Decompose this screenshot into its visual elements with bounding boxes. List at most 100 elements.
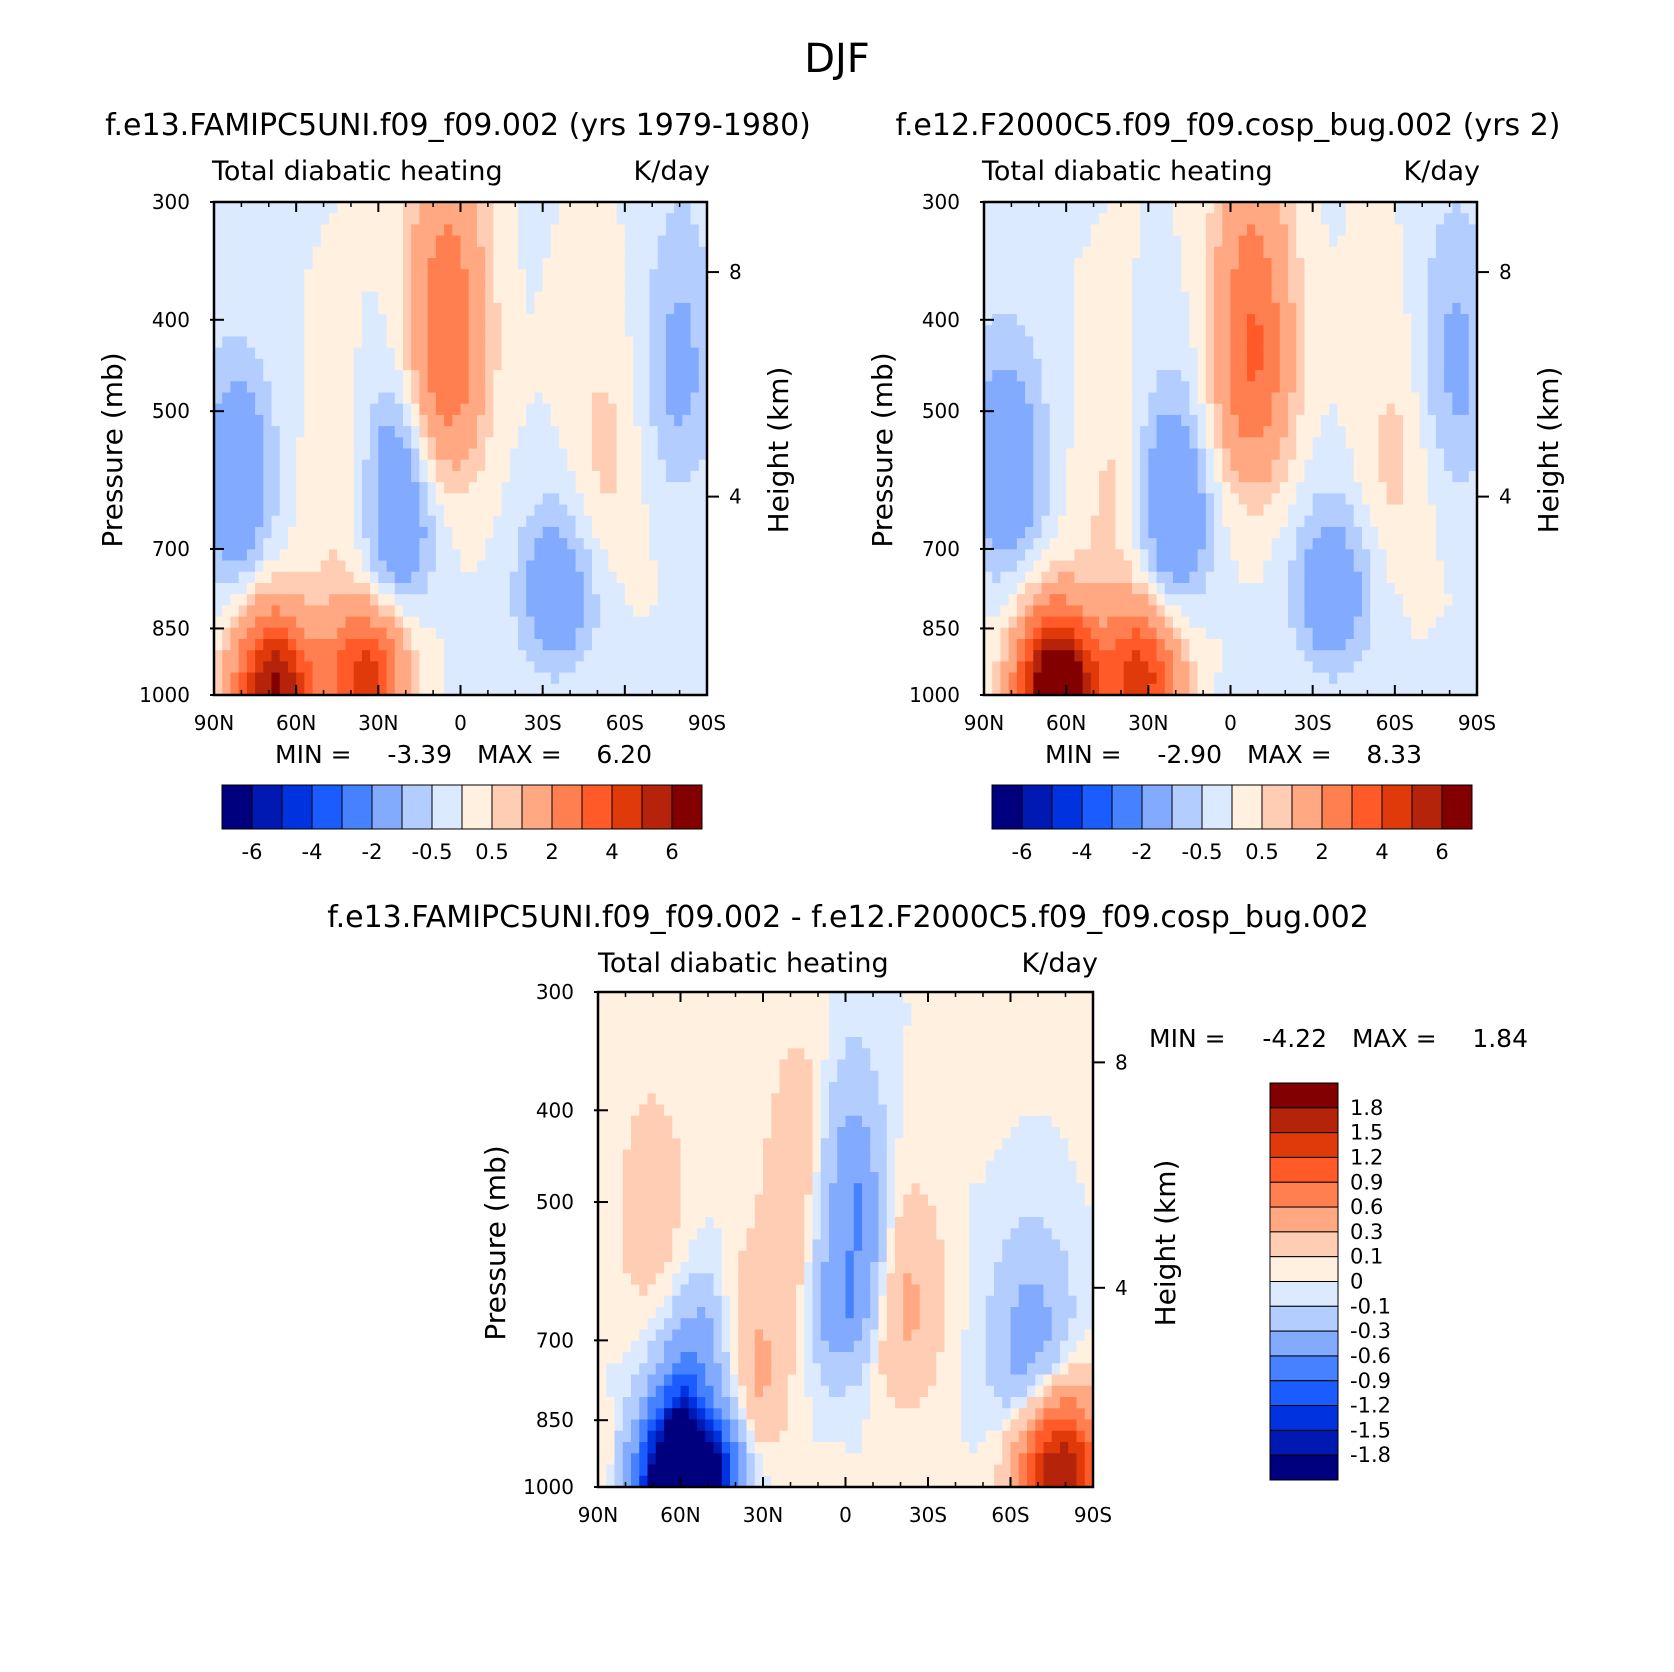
field-cell <box>1066 258 1075 270</box>
field-cell <box>1033 582 1043 595</box>
field-cell <box>1181 336 1191 349</box>
field-cell <box>583 258 593 270</box>
field-cell <box>984 515 993 528</box>
field-cell <box>1025 515 1034 528</box>
field-cell <box>1090 370 1100 382</box>
field-cell <box>329 638 338 651</box>
field-cell <box>1090 448 1100 461</box>
field-cell <box>657 493 667 506</box>
field-cell <box>1041 370 1051 382</box>
field-cell <box>255 202 264 214</box>
field-cell <box>1008 280 1018 293</box>
field-cell <box>1131 616 1141 629</box>
field-cell <box>518 347 527 360</box>
field-cell <box>427 246 437 259</box>
field-cell <box>1099 325 1108 338</box>
field-cell <box>296 560 305 573</box>
field-cell <box>1361 291 1371 304</box>
field-cell <box>1370 358 1379 371</box>
field-cell <box>641 414 651 427</box>
field-cell <box>567 280 577 293</box>
field-cell <box>1049 358 1059 371</box>
field-cell <box>345 672 355 685</box>
field-cell <box>534 482 544 494</box>
field-cell <box>361 627 371 640</box>
field-cell <box>419 526 429 539</box>
field-cell <box>320 627 330 640</box>
field-cell <box>682 493 692 506</box>
field-cell <box>1279 594 1289 606</box>
field-cell <box>641 504 651 517</box>
field-cell <box>591 493 601 506</box>
field-cell <box>567 426 577 438</box>
field-cell <box>633 582 642 595</box>
field-cell <box>444 246 453 259</box>
field-cell <box>402 314 412 326</box>
field-cell <box>526 571 536 584</box>
colorbar-box <box>641 784 673 830</box>
field-cell <box>1255 258 1264 270</box>
field-cell <box>1197 381 1207 394</box>
field-cell <box>1288 269 1297 282</box>
field-cell <box>1156 650 1166 662</box>
field-cell <box>1370 291 1379 304</box>
field-cell <box>633 493 642 506</box>
field-cell <box>1140 594 1149 606</box>
field-cell <box>1329 571 1338 584</box>
field-cell <box>665 280 675 293</box>
field-cell <box>304 560 314 573</box>
field-cell <box>1263 437 1273 450</box>
x-tick-label: 60N <box>276 711 316 735</box>
field-cell <box>1337 582 1347 595</box>
field-cell <box>1148 526 1158 539</box>
field-cell <box>411 482 421 494</box>
field-cell <box>690 493 700 506</box>
field-cell <box>419 470 429 483</box>
field-cell <box>1337 683 1347 696</box>
field-cell <box>1378 616 1388 629</box>
field-cell <box>1016 370 1026 382</box>
field-cell <box>559 526 568 539</box>
field-cell <box>485 526 494 539</box>
field-cell <box>1066 246 1075 259</box>
field-cell <box>657 392 667 405</box>
field-cell <box>633 202 642 214</box>
field-cell <box>255 224 264 237</box>
field-cell <box>246 291 256 304</box>
field-cell <box>1205 448 1215 461</box>
field-cell <box>394 549 404 562</box>
field-cell <box>1148 403 1158 416</box>
field-cell <box>550 672 560 685</box>
field-cell <box>337 302 347 315</box>
field-cell <box>1288 258 1297 270</box>
field-cell <box>394 314 404 326</box>
field-cell <box>1008 325 1018 338</box>
field-cell <box>600 549 609 562</box>
field-cell <box>992 672 1002 685</box>
field-cell <box>230 538 240 550</box>
field-cell <box>452 235 462 248</box>
colorbar-box <box>581 784 613 830</box>
field-cell <box>1189 224 1199 237</box>
field-cell <box>518 426 527 438</box>
field-cell <box>255 493 264 506</box>
field-cell <box>509 638 519 651</box>
field-cell <box>616 370 626 382</box>
field-cell <box>1090 381 1100 394</box>
field-cell <box>370 448 379 461</box>
field-cell <box>641 538 651 550</box>
field-cell <box>255 291 264 304</box>
field-cell <box>329 549 338 562</box>
field-cell <box>526 683 536 696</box>
field-cell <box>501 526 511 539</box>
field-cell <box>1304 582 1314 595</box>
field-cell <box>1337 616 1347 629</box>
field-cell <box>361 683 371 696</box>
field-cell <box>1189 616 1199 629</box>
field-cell <box>1090 560 1100 573</box>
field-cell <box>1172 325 1182 338</box>
field-cell <box>279 459 289 472</box>
field-cell <box>493 482 503 494</box>
field-cell <box>1214 571 1223 584</box>
field-cell <box>1329 414 1338 427</box>
